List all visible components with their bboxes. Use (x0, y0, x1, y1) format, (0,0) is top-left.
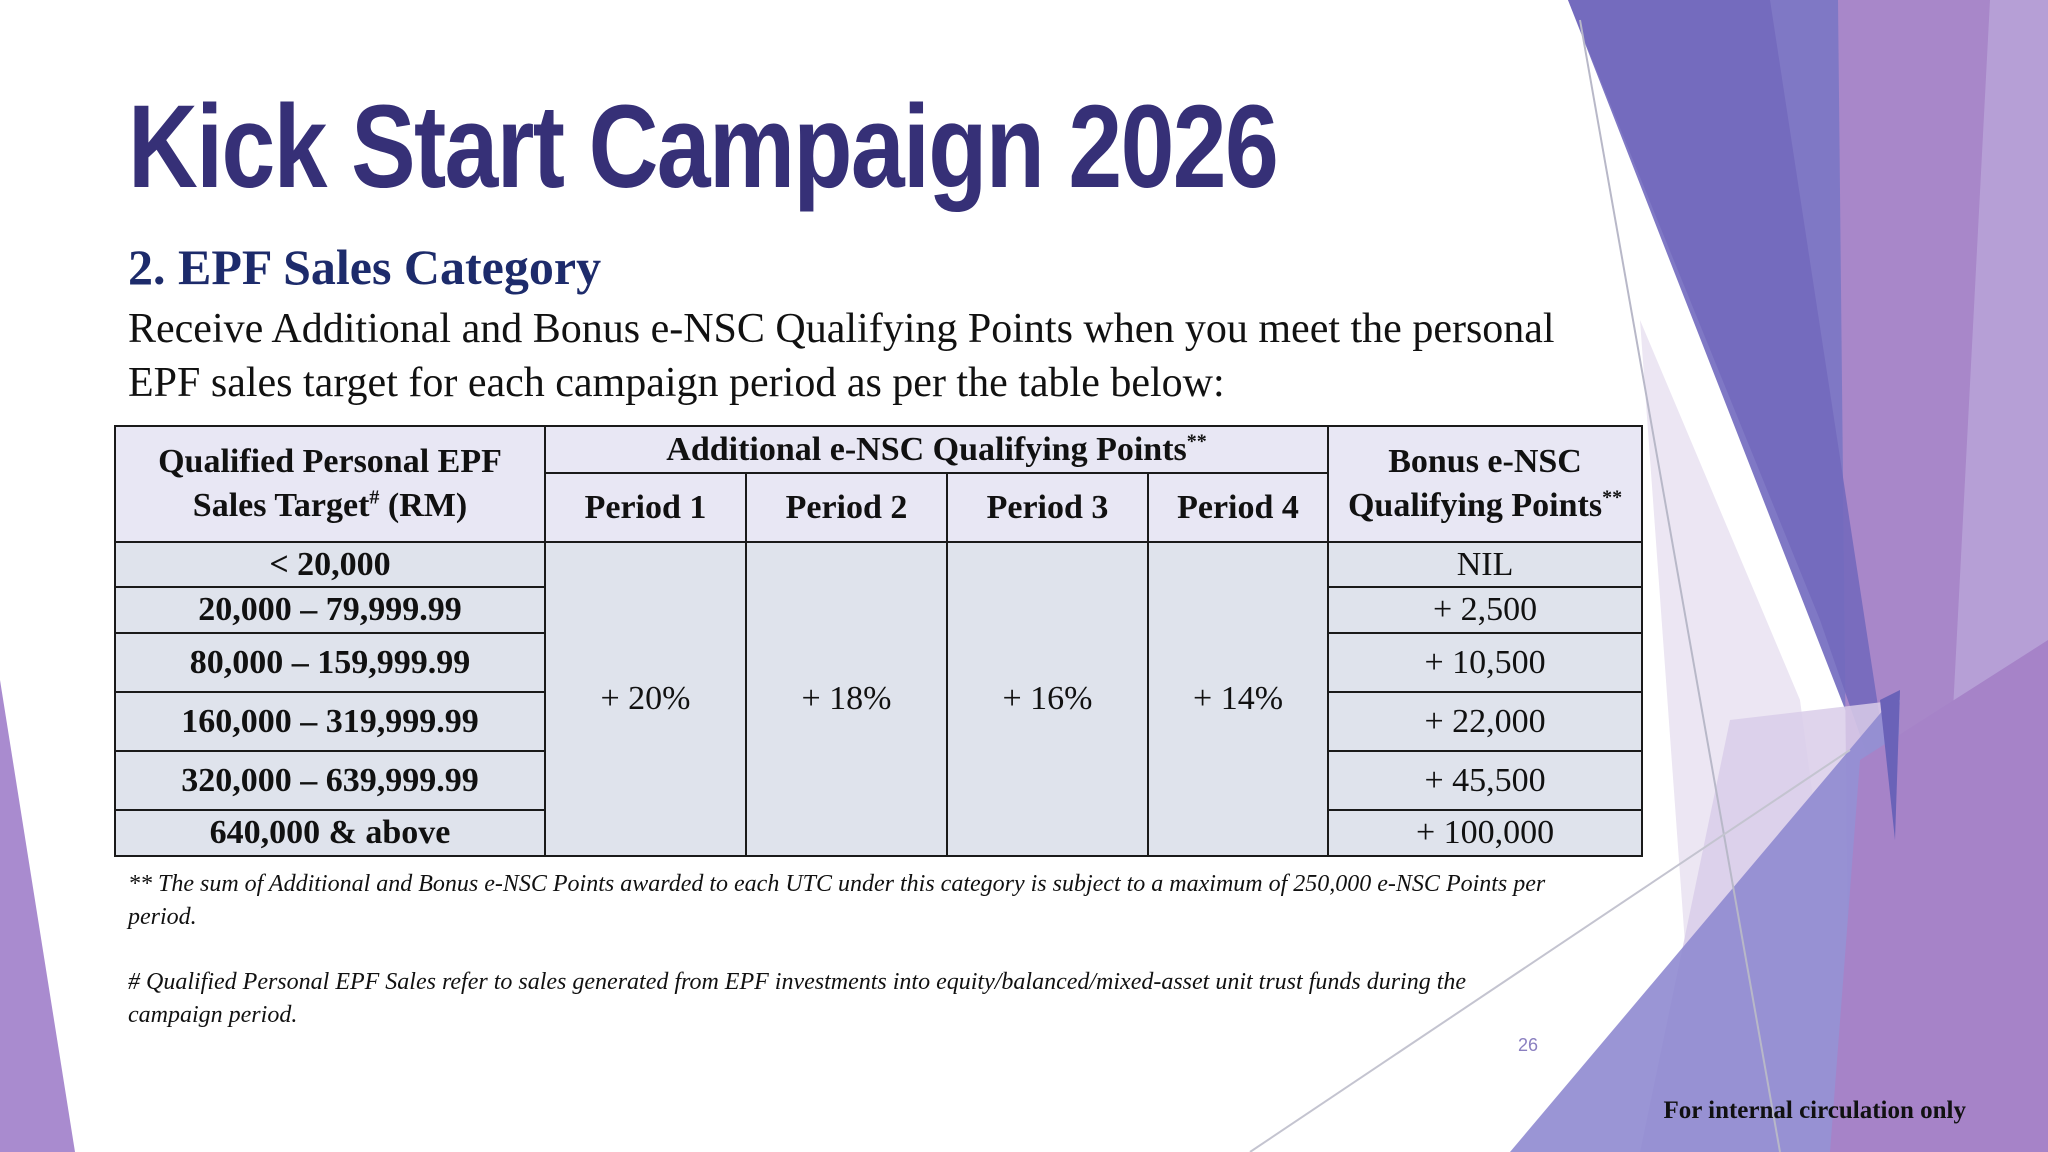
epf-points-table: Qualified Personal EPF Sales Target# (RM… (114, 425, 1644, 857)
page-number: 26 (1518, 1035, 1539, 1055)
bonus-cell: + 10,500 (1327, 632, 1644, 693)
table-row: < 20,000 + 20% + 18% + 16% + 14% NIL (114, 541, 1644, 857)
target-cell: 320,000 – 639,999.99 (114, 750, 546, 811)
target-header-line2: Sales Target (192, 487, 370, 524)
bg-thin-line-vertical (1579, 19, 1781, 1152)
period-4-percentage: + 14% (1146, 541, 1330, 857)
target-header-line1: Qualified Personal EPF (158, 443, 502, 480)
bonus-cell: + 2,500 (1327, 586, 1644, 634)
footnote-max-points: ** The sum of Additional and Bonus e-NSC… (128, 871, 1546, 930)
target-cell: 20,000 – 79,999.99 (114, 586, 546, 634)
bonus-header-line1: Bonus e-NSC (1388, 443, 1582, 480)
bonus-cell: + 45,500 (1327, 750, 1644, 811)
additional-header-mark: ** (1186, 430, 1207, 453)
footnote-qualified-sales: # Qualified Personal EPF Sales refer to … (128, 969, 1467, 1028)
table-row: 640,000 & above + 100,000 (114, 809, 1644, 857)
bg-bottom-right-violet (1830, 640, 2048, 1152)
bg-right-top-purple (1568, 0, 1900, 850)
target-cell: < 20,000 (114, 541, 546, 588)
target-cell: 640,000 & above (114, 809, 546, 857)
additional-points-header: Additional e-NSC Qualifying Points** (543, 425, 1330, 474)
section-heading: 2. EPF Sales Category (128, 239, 602, 295)
table-row: 80,000 – 159,999.99 + 10,500 (114, 632, 1644, 693)
circulation-note: For internal circulation only (1663, 1097, 1966, 1124)
bg-bottom-blue-triangle (1510, 690, 1900, 1152)
table-row: 160,000 – 319,999.99 + 22,000 (114, 691, 1644, 752)
target-cell: 160,000 – 319,999.99 (114, 691, 546, 752)
period-1-header: Period 1 (544, 472, 747, 543)
bonus-header: Bonus e-NSC Qualifying Points** (1327, 425, 1644, 543)
bg-mid-dark-violet (1880, 690, 1900, 840)
bg-thin-line-diagonal (1249, 749, 1851, 1152)
bonus-header-mark: ** (1602, 486, 1623, 509)
target-cell: 80,000 – 159,999.99 (114, 632, 546, 693)
period-3-header: Period 3 (946, 472, 1149, 543)
bonus-cell: + 22,000 (1327, 691, 1644, 752)
period-2-percentage: + 18% (745, 541, 948, 857)
bonus-header-line2: Qualifying Points (1347, 487, 1603, 524)
table-row: 320,000 – 639,999.99 + 45,500 (114, 750, 1644, 811)
target-header-unit: (RM) (387, 487, 468, 524)
additional-header-text: Additional e-NSC Qualifying Points (666, 430, 1187, 468)
bonus-cell: + 100,000 (1327, 809, 1644, 857)
slide-title: Kick Start Campaign 2026 (128, 81, 1279, 213)
bonus-cell: NIL (1327, 541, 1644, 588)
period-3-percentage: + 16% (946, 541, 1149, 857)
period-1-percentage: + 20% (544, 541, 747, 857)
period-4-header: Period 4 (1146, 472, 1330, 543)
target-header: Qualified Personal EPF Sales Target# (RM… (114, 425, 546, 543)
table-row: 20,000 – 79,999.99 + 2,500 (114, 586, 1644, 634)
period-2-header: Period 2 (745, 472, 948, 543)
bg-left-sliver (0, 680, 75, 1152)
intro-paragraph: Receive Additional and Bonus e-NSC Quali… (128, 306, 1555, 406)
target-header-mark: # (369, 486, 380, 509)
